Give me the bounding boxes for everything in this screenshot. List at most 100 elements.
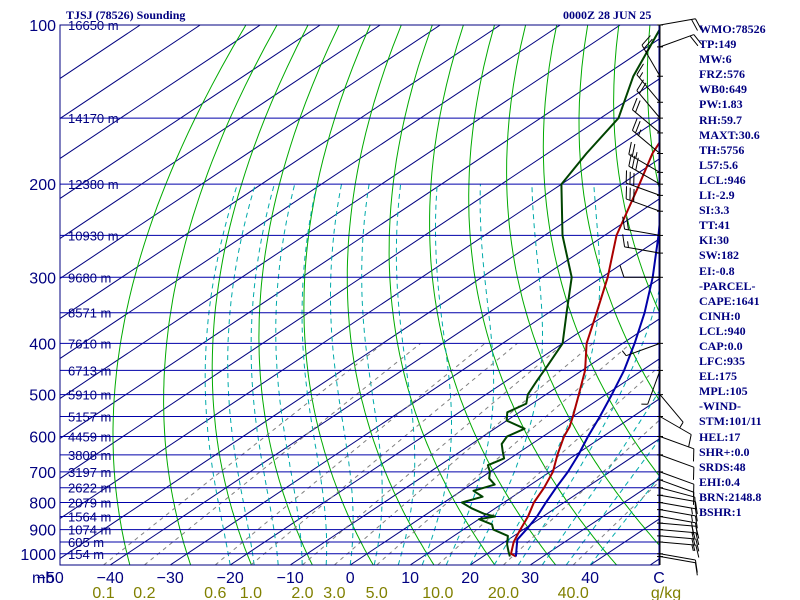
wind-barb	[659, 34, 703, 48]
mixing-ratio-unit-label: g/kg	[651, 585, 681, 600]
wind-barb	[619, 265, 660, 278]
stat-item: TH:5756	[699, 142, 745, 157]
mixing-ratio-line	[250, 343, 518, 565]
wind-barb	[641, 370, 661, 405]
wind-barb-staff	[647, 370, 661, 405]
stat-item: EL:175	[699, 369, 738, 384]
mixing-ratio-label: 10.0	[422, 585, 453, 600]
stat-item: MW:6	[699, 52, 732, 67]
temperature-tick-label: 40	[581, 570, 599, 587]
stat-item: CAPE:1641	[699, 293, 760, 308]
moist-adiabat-line	[469, 184, 543, 565]
plot-area	[60, 25, 659, 565]
wind-barb-staff	[659, 556, 696, 564]
stat-item: LCL:946	[699, 172, 746, 187]
height-label: 12380 m	[68, 177, 119, 192]
isotherm-line	[60, 25, 621, 400]
temperature-profile-line	[510, 141, 659, 558]
wind-barb-half-flag	[691, 508, 693, 515]
stat-item: RH:59.7	[699, 112, 742, 127]
moist-adiabat-line	[204, 184, 238, 565]
stat-item: TP:149	[699, 37, 737, 52]
moist-adiabat-line	[250, 184, 279, 565]
wind-barb-half-flag	[639, 72, 644, 79]
isotherm-line	[60, 25, 441, 280]
wind-barb	[659, 515, 698, 536]
wind-barb-staff	[659, 18, 696, 26]
isotherm-line	[229, 278, 659, 565]
height-label: 3197 m	[68, 465, 111, 480]
parcel-profile-line	[514, 219, 659, 557]
mixing-ratio-line	[214, 343, 486, 565]
wind-barb	[659, 529, 700, 546]
wind-barb	[625, 186, 661, 212]
wind-barb-staff	[659, 502, 696, 510]
stat-item: CINH:0	[699, 308, 741, 323]
dry-adiabat-line	[163, 25, 278, 565]
wind-barb-staff	[659, 522, 696, 527]
wind-barb-staff	[636, 90, 661, 119]
temperature-tick-label: −10	[277, 570, 304, 587]
mixing-ratio-line	[144, 343, 421, 565]
wind-barb-flag	[691, 19, 698, 31]
moist-adiabat-line	[227, 184, 256, 565]
isotherm-line	[60, 158, 659, 560]
moist-adiabat-line	[445, 184, 495, 565]
pressure-tick-label: 500	[29, 388, 56, 405]
stat-item: SW:182	[699, 248, 740, 263]
isotherm-line	[60, 25, 501, 320]
pressure-tick-label: 200	[29, 177, 56, 194]
mixing-ratio-line	[334, 343, 594, 565]
isotherm-line	[60, 38, 659, 440]
wind-barb-staff	[659, 34, 694, 48]
wind-barb	[659, 494, 698, 515]
wind-barb-flag	[631, 143, 636, 157]
wind-barb-flag	[641, 35, 651, 46]
dry-adiabat-line	[613, 25, 659, 313]
stat-item: BSHR:1	[699, 505, 742, 519]
wind-barb-staff	[628, 165, 661, 185]
wind-barb-flag	[691, 538, 696, 552]
moist-adiabat-line	[517, 288, 659, 565]
stat-item: SRDS:48	[699, 459, 746, 474]
pressure-tick-label: 100	[29, 18, 56, 35]
temperature-tick-label: −40	[97, 570, 124, 587]
wind-barb	[659, 394, 684, 428]
sounding-title: TJSJ (78526) Sounding	[66, 8, 186, 22]
wind-barb-staff	[659, 515, 696, 524]
mixing-ratio-line	[103, 343, 384, 565]
stat-item: KI:30	[699, 233, 729, 248]
wind-barb-flag	[695, 532, 700, 546]
height-label: 5157 m	[68, 410, 111, 425]
dry-adiabat-line	[578, 25, 659, 401]
temperature-tick-label: 30	[521, 570, 539, 587]
wind-barb	[659, 502, 698, 522]
wind-barb-staff	[624, 246, 661, 254]
wind-barb-staff	[659, 436, 694, 450]
mixing-ratio-label: 0.2	[133, 585, 155, 600]
temperature-tick-label: −30	[157, 570, 184, 587]
mixing-ratio-label: 2.0	[291, 585, 313, 600]
wind-barb-flag	[695, 538, 700, 552]
mixing-ratio-label: 1.0	[240, 585, 262, 600]
stat-item: L57:5.6	[699, 157, 738, 172]
isotherm-line	[289, 318, 659, 565]
stat-item: EI:-0.8	[699, 263, 735, 278]
wind-barb	[622, 234, 661, 254]
pressure-axis-label: mb	[32, 570, 54, 587]
temperature-unit-label: C	[653, 570, 665, 587]
temperature-tick-label: −50	[37, 570, 64, 587]
mixing-ratio-line	[376, 343, 632, 565]
dry-adiabat-line	[211, 25, 309, 565]
mixing-ratio-line	[302, 343, 565, 565]
wind-barb-staff	[626, 182, 661, 196]
wind-barb-staff	[659, 487, 695, 498]
dry-adiabat-line	[346, 25, 435, 565]
temperature-tick-label: 10	[401, 570, 419, 587]
dry-adiabat-line	[506, 25, 659, 546]
wind-barb-staff	[659, 454, 694, 468]
isotherm-line	[60, 78, 659, 480]
isotherm-line	[349, 358, 659, 565]
height-label: 10930 m	[68, 228, 119, 243]
